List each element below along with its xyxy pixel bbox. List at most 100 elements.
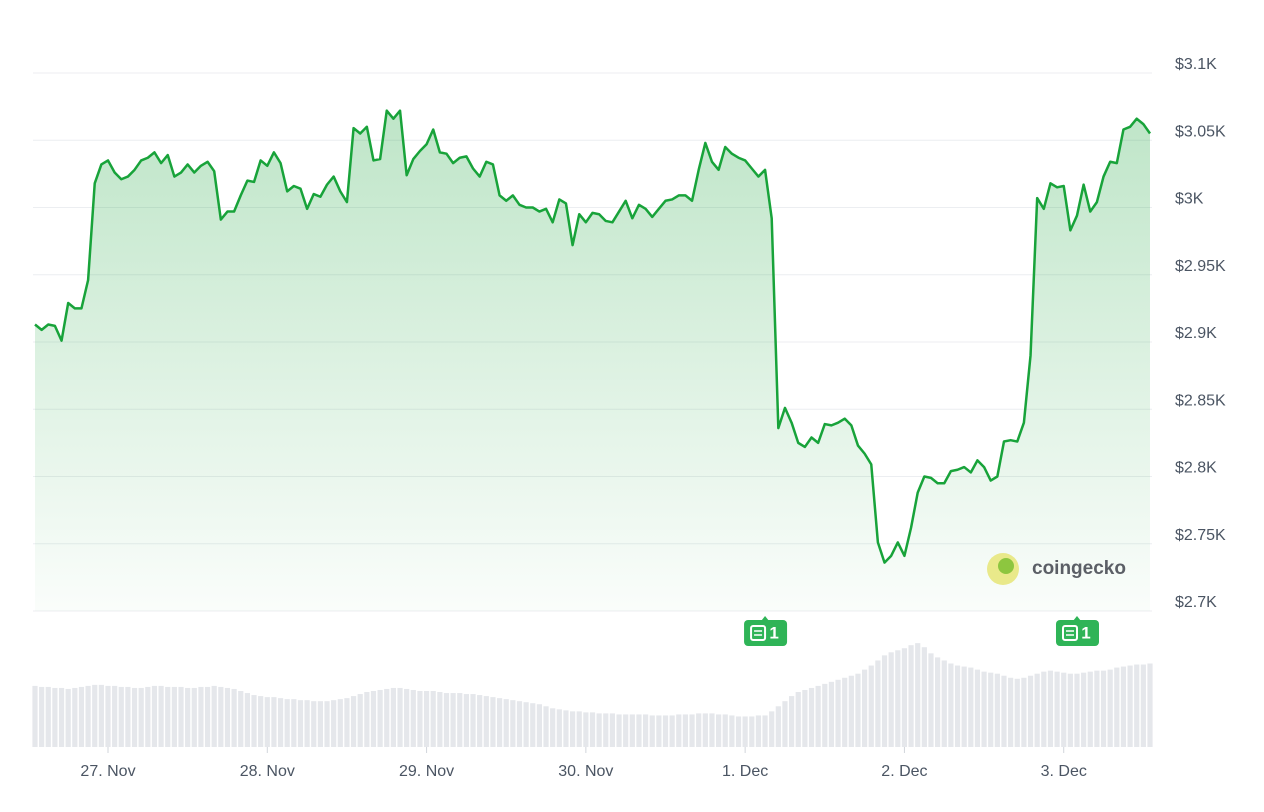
volume-bar [735, 716, 742, 747]
volume-bar [284, 699, 290, 747]
volume-bar [32, 685, 38, 747]
volume-bar [583, 712, 589, 747]
volume-bar [649, 715, 655, 747]
volume-bar [317, 701, 323, 747]
volume-bar [629, 714, 635, 747]
volume-bar [981, 671, 987, 747]
volume-bar [357, 694, 363, 747]
volume-bar [337, 699, 343, 747]
volume-bar [204, 686, 211, 747]
volume-bar [483, 696, 489, 747]
volume-bar [802, 689, 808, 747]
volume-bar [92, 684, 98, 747]
y-tick-label: $3.05K [1175, 123, 1226, 140]
volume-bar [1107, 669, 1113, 747]
volume-bar [556, 709, 562, 747]
volume-bar [901, 648, 908, 747]
volume-bar [1001, 675, 1007, 747]
watermark-text: coingecko [1032, 558, 1126, 579]
volume-bar [231, 688, 237, 747]
volume-bar [58, 687, 65, 747]
volume-bar [1087, 671, 1093, 747]
volume-bar [191, 687, 197, 747]
volume-bar [623, 714, 629, 747]
volume-bar [390, 687, 396, 747]
volume-bar [603, 713, 609, 747]
volume-bar [185, 687, 191, 747]
volume-bar [689, 714, 695, 747]
volume-bar [85, 685, 91, 747]
volume-bar [1127, 665, 1133, 747]
volume-bar [131, 687, 138, 747]
volume-bar [696, 713, 702, 747]
watermark: coingecko [987, 553, 1126, 585]
volume-bar [974, 669, 981, 747]
volume-bar [656, 715, 662, 747]
volume-bar [463, 694, 469, 747]
volume-bar [112, 685, 118, 747]
volume-bar [1100, 670, 1107, 747]
x-tick-label: 30. Nov [558, 763, 613, 780]
volume-bar [218, 686, 224, 747]
volume-bar [563, 710, 569, 747]
volume-bar [244, 693, 250, 747]
volume-bar [430, 691, 436, 747]
news-marker-pointer [761, 616, 770, 621]
watermark-logo-inner [998, 558, 1014, 574]
volume-bar [550, 708, 556, 747]
volume-bar [1140, 664, 1146, 747]
volume-bar [888, 652, 894, 747]
volume-bar [45, 686, 51, 747]
volume-bar [118, 686, 124, 747]
volume-bar [457, 693, 463, 747]
volume-bar [211, 685, 217, 747]
volume-bar [264, 697, 270, 747]
volume-bar [1067, 673, 1073, 747]
volume-bar [516, 701, 523, 747]
volume-bar [98, 684, 104, 747]
volume-bar [450, 693, 456, 747]
y-tick-label: $2.8K [1175, 460, 1217, 477]
volume-bar [994, 673, 1000, 747]
volume-bar [370, 691, 377, 747]
volume-bar [1120, 666, 1127, 747]
volume-bar [364, 692, 370, 747]
volume-bar [1047, 670, 1054, 747]
volume-bar [576, 711, 582, 747]
volume-bar [397, 687, 403, 747]
volume-bar [828, 681, 835, 747]
volume-bar [855, 673, 861, 747]
volume-bar [404, 688, 410, 747]
volume-bar [490, 697, 496, 747]
volume-bar [470, 694, 476, 747]
volume-bar [636, 714, 642, 747]
volume-bar [1034, 673, 1040, 747]
volume-bar [350, 696, 357, 747]
volume-bar [875, 660, 881, 747]
news-marker-pointer [1072, 616, 1081, 621]
volume-bar [324, 701, 330, 747]
volume-bar [258, 696, 264, 747]
volume-bar [928, 653, 934, 747]
news-marker: 1 [1055, 616, 1099, 646]
volume-bar [881, 655, 888, 747]
volume-bar [961, 666, 967, 747]
volume-bar [311, 701, 317, 747]
volume-bar [789, 696, 795, 747]
volume-bar [52, 687, 58, 747]
volume-bar [722, 714, 728, 747]
volume-bar [496, 698, 503, 747]
volume-bar [1041, 671, 1047, 747]
volume-bar [968, 667, 974, 747]
volume-bar [178, 686, 184, 747]
volume-bar [417, 691, 423, 747]
volume-bar [503, 699, 509, 747]
volume-bar [297, 700, 304, 747]
volume-bar [65, 688, 71, 747]
volume-bar [755, 715, 762, 747]
volume-bar [1094, 670, 1100, 747]
volume-bar [782, 701, 788, 747]
volume-bar [331, 700, 337, 747]
volume-bar [304, 700, 310, 747]
